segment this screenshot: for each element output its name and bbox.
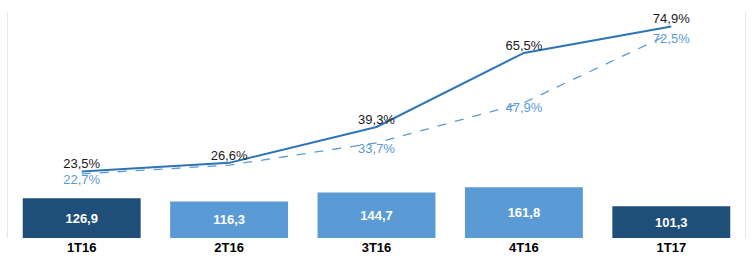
- svg-text:74,9%: 74,9%: [653, 11, 690, 26]
- svg-text:23,5%: 23,5%: [63, 156, 100, 171]
- svg-text:3T16: 3T16: [362, 240, 392, 255]
- svg-text:65,5%: 65,5%: [505, 38, 542, 53]
- svg-text:144,7: 144,7: [360, 208, 393, 223]
- svg-text:116,3: 116,3: [213, 212, 245, 227]
- svg-text:4T16: 4T16: [509, 240, 539, 255]
- svg-text:2T16: 2T16: [214, 240, 244, 255]
- svg-text:47,9%: 47,9%: [505, 100, 542, 115]
- svg-text:101,3: 101,3: [655, 215, 688, 230]
- svg-text:1T17: 1T17: [656, 240, 686, 255]
- svg-text:39,3%: 39,3%: [358, 112, 395, 127]
- svg-text:72,5%: 72,5%: [653, 31, 690, 46]
- svg-text:33,7%: 33,7%: [358, 141, 395, 156]
- svg-text:126,9: 126,9: [65, 211, 98, 226]
- svg-text:1T16: 1T16: [67, 240, 97, 255]
- svg-text:22,7%: 22,7%: [63, 172, 100, 187]
- svg-text:161,8: 161,8: [508, 205, 541, 220]
- svg-text:26,6%: 26,6%: [211, 148, 248, 163]
